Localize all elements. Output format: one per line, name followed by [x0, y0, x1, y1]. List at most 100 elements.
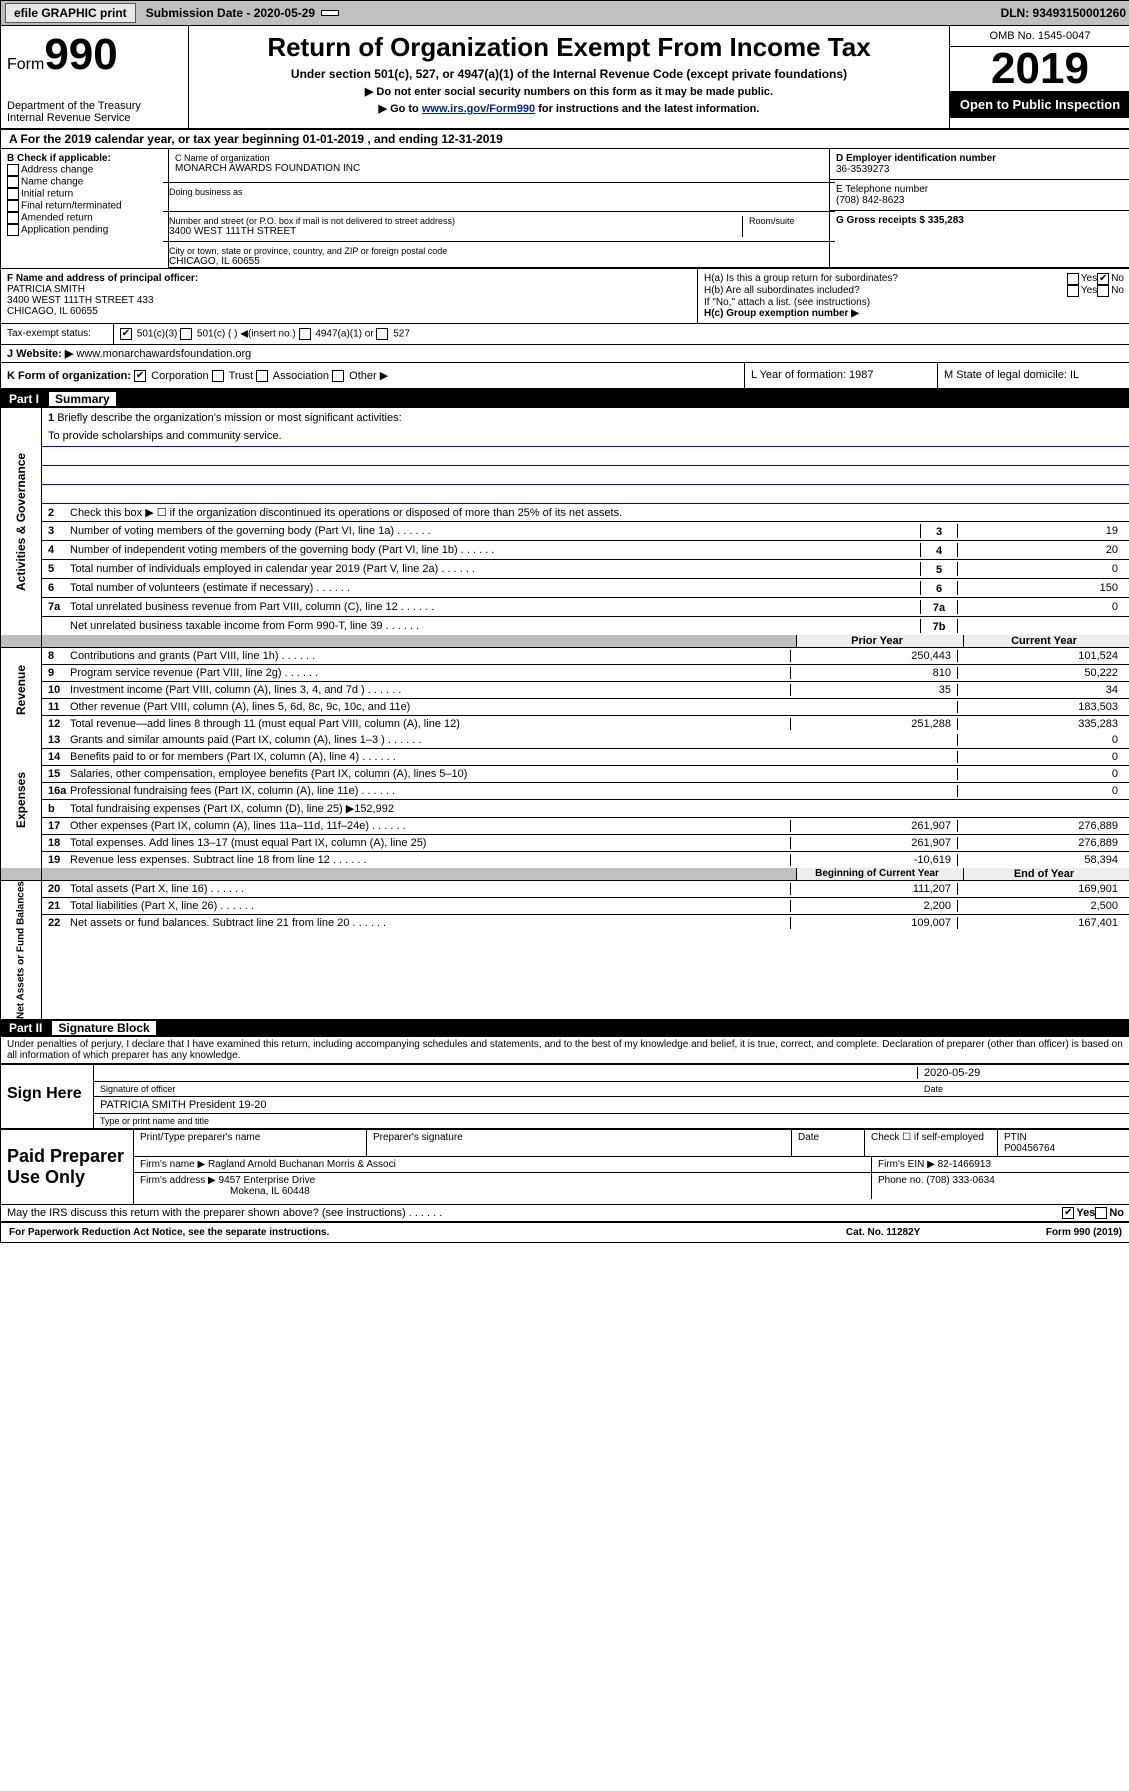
sign-fields: 2020-05-29 Signature of officerDate PATR…: [94, 1065, 1129, 1128]
form-number: Form990: [7, 30, 182, 80]
l5-desc: Total number of individuals employed in …: [70, 563, 920, 575]
firm-name: Ragland Arnold Buchanan Morris & Associ: [208, 1159, 396, 1170]
tax-status-opts: 501(c)(3) 501(c) ( ) ◀(insert no.) 4947(…: [114, 324, 1129, 345]
footer-right: Form 990 (2019): [1046, 1227, 1122, 1238]
ha-no-chk[interactable]: [1097, 273, 1109, 285]
chk-address[interactable]: Address change: [7, 164, 162, 176]
c16a: 0: [957, 785, 1124, 797]
goto-suffix: for instructions and the latest informat…: [535, 103, 759, 115]
ein-value: 36-3539273: [836, 164, 1124, 175]
part2-num: Part II: [9, 1021, 42, 1035]
chk-pending[interactable]: Application pending: [7, 224, 162, 236]
l14: Benefits paid to or for members (Part IX…: [70, 751, 790, 763]
box-h: H(a) Is this a group return for subordin…: [698, 269, 1129, 324]
tax-period: A For the 2019 calendar year, or tax yea…: [1, 130, 1129, 149]
chk-final[interactable]: Final return/terminated: [7, 200, 162, 212]
l3-desc: Number of voting members of the governin…: [70, 525, 920, 537]
website-row: J Website: ▶ www.monarchawardsfoundation…: [1, 345, 1129, 363]
ptin-hdr: PTIN: [1004, 1132, 1124, 1143]
paid-preparer-section: Paid Preparer Use Only Print/Type prepar…: [1, 1128, 1129, 1204]
discuss-no-chk[interactable]: [1095, 1207, 1107, 1219]
discuss-yes-chk[interactable]: [1062, 1207, 1074, 1219]
ein-label2: Firm's EIN ▶: [878, 1159, 935, 1170]
ha-no: No: [1111, 273, 1124, 285]
chk-name-label: Name change: [21, 177, 83, 188]
sign-date: 2020-05-29: [917, 1067, 1124, 1079]
street-address: 3400 WEST 111TH STREET: [169, 226, 742, 237]
l12: Total revenue—add lines 8 through 11 (mu…: [70, 718, 790, 730]
c22: 167,401: [957, 917, 1124, 929]
form-header: Form990 Department of the Treasury Inter…: [1, 26, 1129, 130]
l11: Other revenue (Part VIII, column (A), li…: [70, 701, 790, 713]
end-hdr: End of Year: [963, 868, 1129, 880]
irs-text: Internal Revenue Service: [7, 112, 182, 124]
officer-addr: 3400 WEST 111TH STREET 433: [7, 295, 691, 306]
governance-section: Activities & Governance 1 Briefly descri…: [1, 408, 1129, 635]
form-990-page: efile GRAPHIC print Submission Date - 20…: [0, 0, 1129, 1243]
box-c: C Name of organization MONARCH AWARDS FO…: [169, 149, 830, 268]
chk-final-label: Final return/terminated: [21, 201, 122, 212]
city-label: City or town, state or province, country…: [169, 246, 829, 256]
chk-trust[interactable]: [212, 370, 224, 382]
chk-amended[interactable]: Amended return: [7, 212, 162, 224]
chk-amended-label: Amended return: [21, 213, 93, 224]
chk-corp[interactable]: [134, 370, 146, 382]
chk-501c[interactable]: [180, 328, 192, 340]
other-label: Other ▶: [349, 370, 388, 382]
l4-desc: Number of independent voting members of …: [70, 544, 920, 556]
chk-name[interactable]: Name change: [7, 176, 162, 188]
hb-no-chk[interactable]: [1097, 285, 1109, 297]
hb-no: No: [1111, 285, 1124, 297]
l1-desc: Briefly describe the organization's miss…: [57, 412, 401, 424]
c13: 0: [957, 734, 1124, 746]
527-label: 527: [393, 329, 410, 340]
side-net: Net Assets or Fund Balances: [1, 881, 42, 1019]
trust-label: Trust: [229, 370, 254, 382]
chk-501c3[interactable]: [120, 328, 132, 340]
part2-title: Signature Block: [52, 1021, 155, 1035]
l7a-desc: Total unrelated business revenue from Pa…: [70, 601, 920, 613]
chk-assoc[interactable]: [256, 370, 268, 382]
c8: 101,524: [957, 650, 1124, 662]
ha-yes-chk[interactable]: [1067, 273, 1079, 285]
ha-yes: Yes: [1081, 273, 1097, 285]
firm-phone-label: Phone no.: [878, 1175, 924, 1186]
efile-print-button[interactable]: efile GRAPHIC print: [5, 3, 136, 23]
self-emp-hdr: Check ☐ if self-employed: [865, 1130, 998, 1156]
form-title: Return of Organization Exempt From Incom…: [197, 32, 941, 63]
sig-off-label: Signature of officer: [100, 1084, 918, 1094]
hb-note: If "No," attach a list. (see instruction…: [704, 297, 1124, 308]
ssn-warning: ▶ Do not enter social security numbers o…: [197, 85, 941, 98]
right-info: D Employer identification number 36-3539…: [830, 149, 1129, 268]
sig-date-label: Date: [918, 1084, 1124, 1094]
part-2-header: Part II Signature Block: [1, 1019, 1129, 1037]
v4: 20: [958, 544, 1124, 556]
irs-link[interactable]: www.irs.gov/Form990: [422, 103, 535, 115]
hb-yes-chk[interactable]: [1067, 285, 1079, 297]
chk-initial[interactable]: Initial return: [7, 188, 162, 200]
p21: 2,200: [790, 900, 957, 912]
chk-other[interactable]: [332, 370, 344, 382]
chk-527[interactable]: [376, 328, 388, 340]
footer-mid: Cat. No. 11282Y: [846, 1227, 1046, 1238]
officer-city: CHICAGO, IL 60655: [7, 306, 691, 317]
l22: Net assets or fund balances. Subtract li…: [70, 917, 790, 929]
v5: 0: [958, 563, 1124, 575]
name-title-label: Type or print name and title: [94, 1114, 1129, 1128]
c9: 50,222: [957, 667, 1124, 679]
box-m: M State of legal domicile: IL: [937, 363, 1129, 388]
part-1-header: Part ISummary: [1, 390, 1129, 408]
chk-4947[interactable]: [299, 328, 311, 340]
firm-ein: 82-1466913: [938, 1159, 991, 1170]
part1-title: Summary: [49, 392, 116, 406]
mission-blank3: [42, 485, 1129, 504]
l21: Total liabilities (Part X, line 26): [70, 900, 790, 912]
submission-date-box: [321, 10, 339, 16]
l10: Investment income (Part VIII, column (A)…: [70, 684, 790, 696]
dln-text: DLN: 93493150001260: [1001, 6, 1126, 20]
form-word: Form: [7, 56, 44, 73]
4947-label: 4947(a)(1) or: [315, 329, 373, 340]
paid-fields: Print/Type preparer's name Preparer's si…: [133, 1130, 1129, 1204]
c19: 58,394: [957, 854, 1124, 866]
p17: 261,907: [790, 820, 957, 832]
